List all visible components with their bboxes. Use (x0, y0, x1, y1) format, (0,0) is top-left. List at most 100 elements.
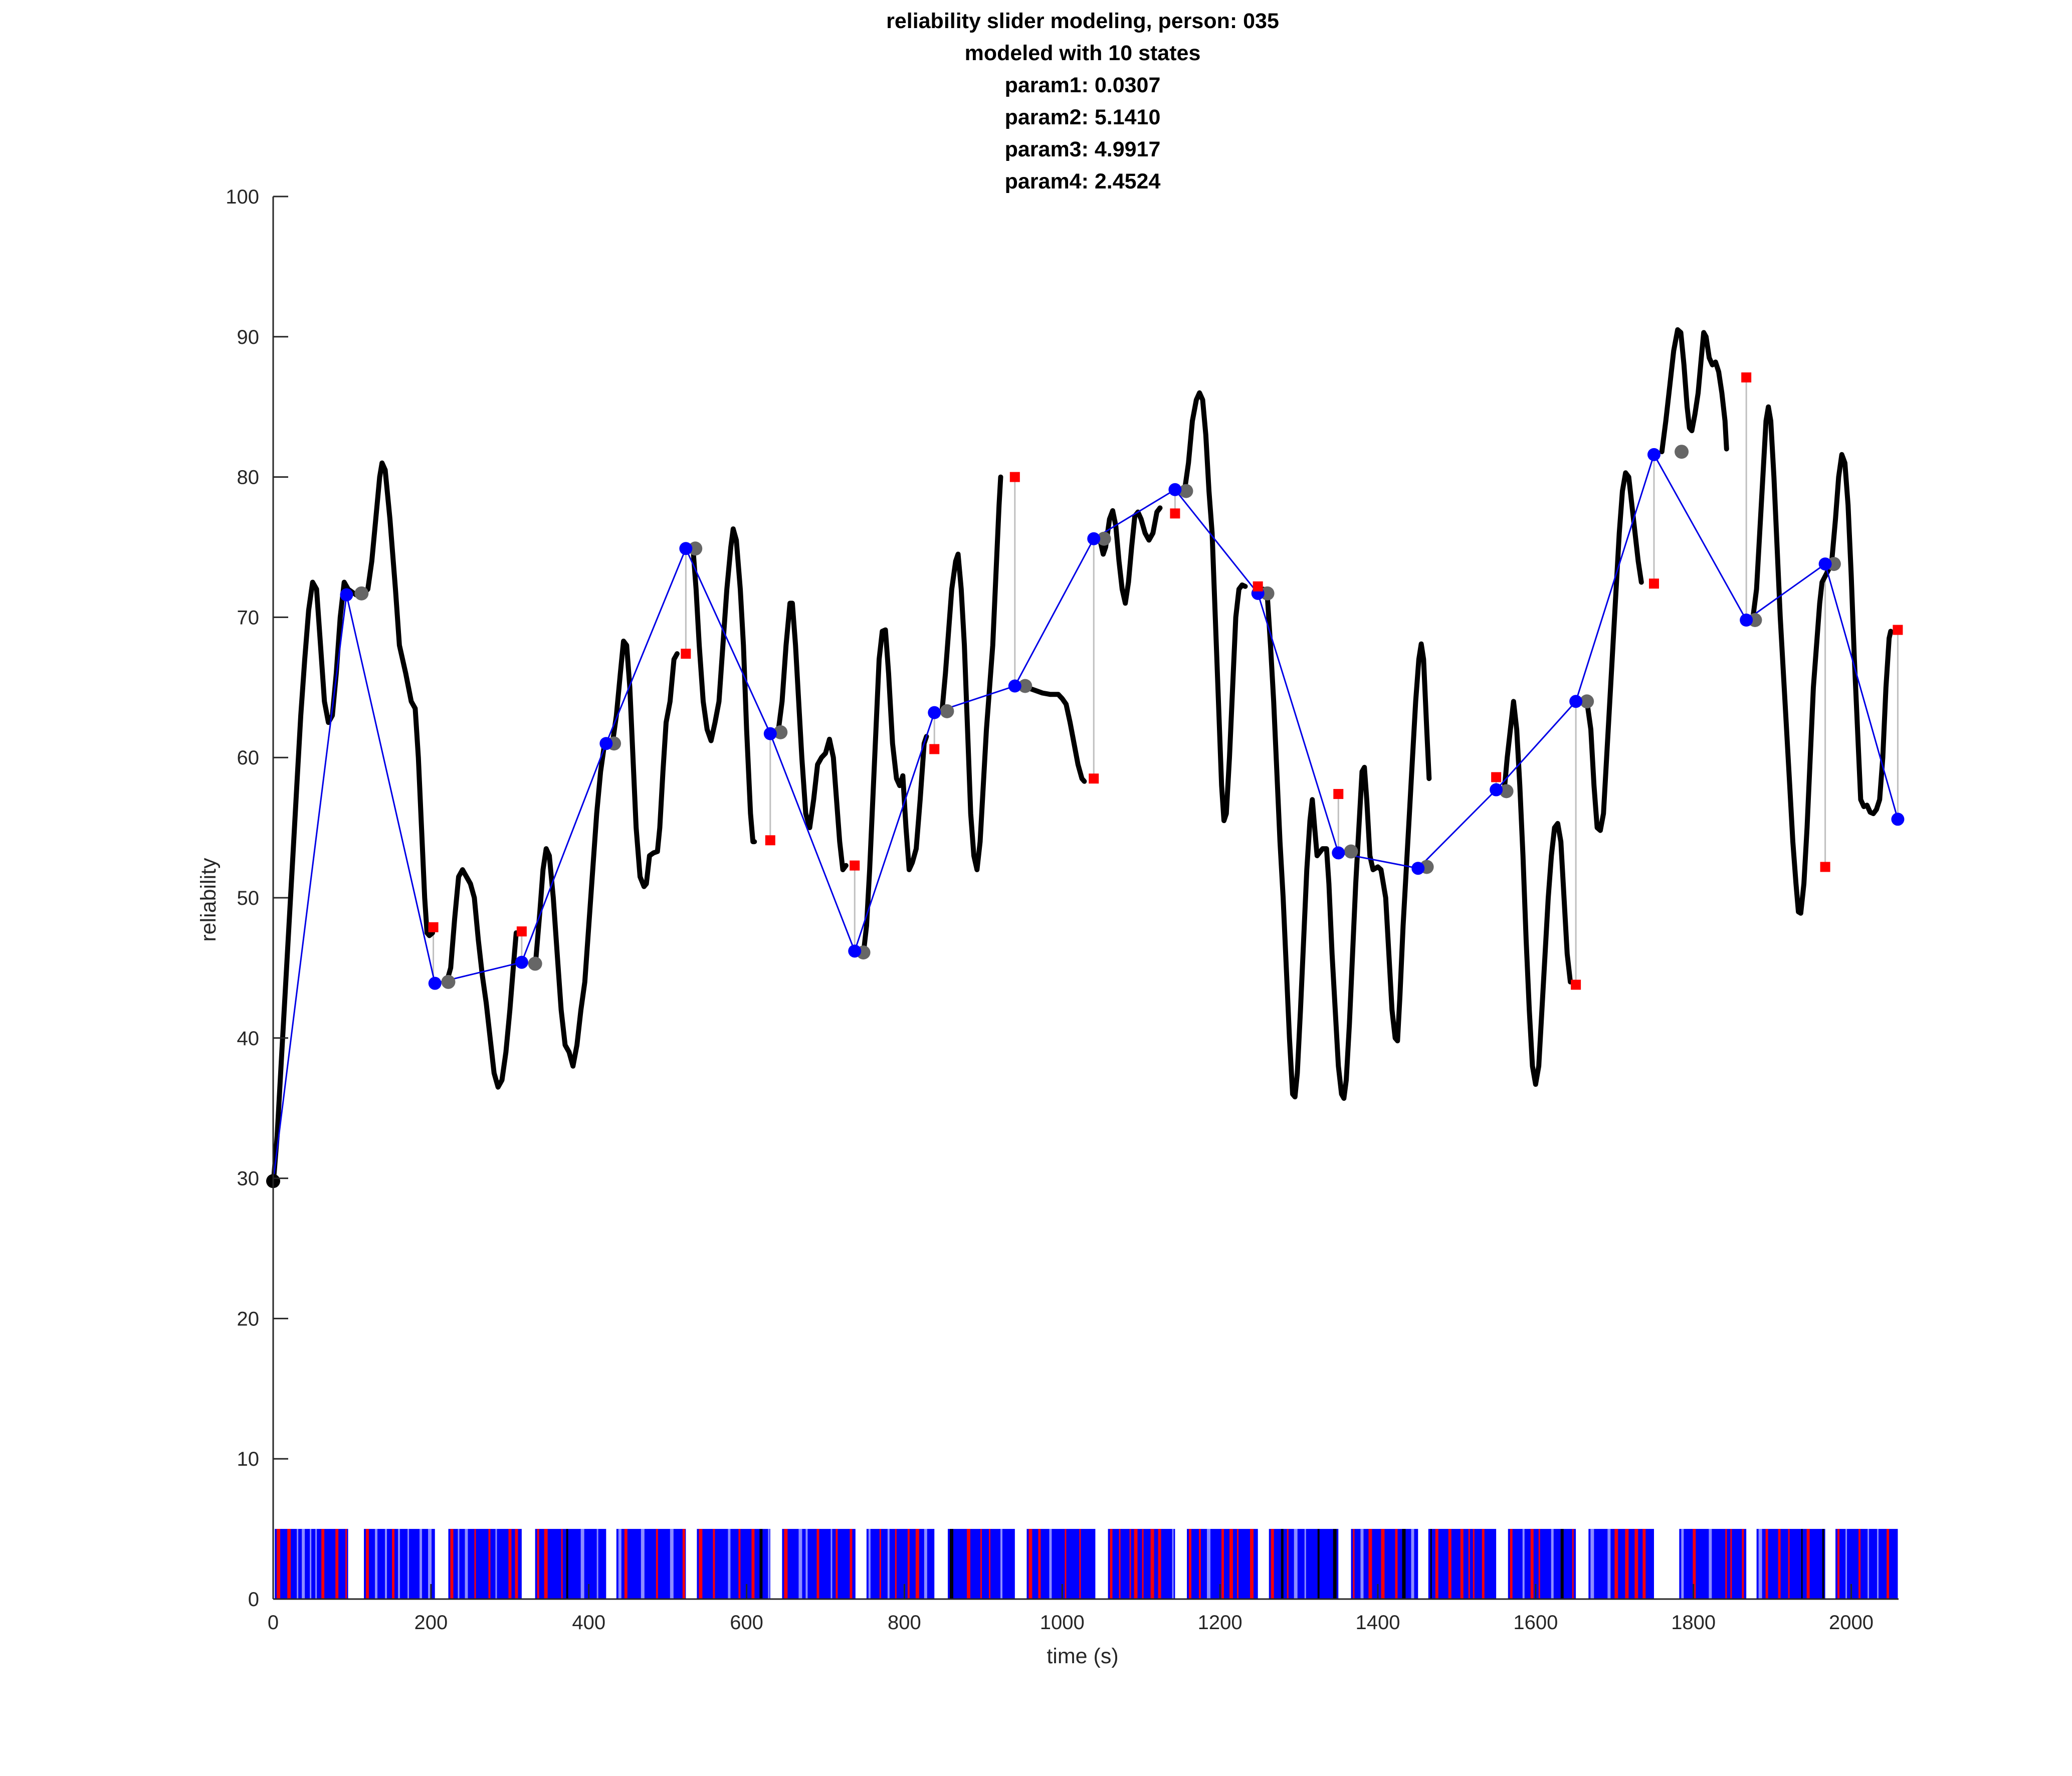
model-point (1411, 862, 1425, 875)
event-stripe (385, 1529, 387, 1599)
event-stripe (1038, 1529, 1041, 1599)
event-block (1269, 1529, 1339, 1599)
event-block (1108, 1529, 1175, 1599)
event-stripe (398, 1529, 400, 1599)
event-stripe (618, 1529, 621, 1599)
response-point (1018, 679, 1032, 693)
event-stripe (1430, 1529, 1432, 1599)
prediction-point (516, 926, 527, 937)
event-stripe (321, 1529, 325, 1599)
event-stripe (310, 1529, 312, 1599)
model-point (599, 737, 613, 750)
event-stripe (302, 1529, 305, 1599)
event-stripe (1199, 1529, 1201, 1599)
model-point (1168, 483, 1182, 496)
event-stripe (1730, 1529, 1732, 1599)
event-stripe (277, 1529, 281, 1599)
x-tick-label: 1000 (1040, 1612, 1085, 1634)
response-point (940, 704, 954, 718)
event-stripe (967, 1529, 971, 1599)
event-stripe (1353, 1529, 1355, 1599)
event-stripe (335, 1529, 339, 1599)
x-tick-label: 1200 (1198, 1612, 1242, 1634)
prediction-point (681, 649, 691, 659)
event-stripe (980, 1529, 982, 1599)
event-stripe (1049, 1529, 1052, 1599)
event-stripe (1333, 1529, 1337, 1599)
event-stripe (1725, 1529, 1727, 1599)
y-tick-label: 100 (226, 186, 259, 208)
response-point (1344, 844, 1358, 859)
event-stripe (1822, 1529, 1824, 1599)
event-stripe (1742, 1529, 1744, 1599)
event-stripe (798, 1529, 802, 1599)
response-point (1580, 694, 1594, 709)
event-stripe (1858, 1529, 1861, 1599)
event-stripe (366, 1529, 369, 1599)
event-stripe (420, 1529, 423, 1599)
model-point (515, 955, 528, 969)
title-line-3: param1: 0.0307 (1005, 73, 1161, 97)
plot-area (266, 327, 1905, 1599)
event-stripe (1590, 1529, 1594, 1599)
chart-title: reliability slider modeling, person: 035… (886, 9, 1279, 193)
y-tick-label: 0 (248, 1589, 259, 1611)
prediction-point (1491, 772, 1502, 782)
event-stripe (1806, 1529, 1810, 1599)
event-stripe (1538, 1529, 1540, 1599)
event-stripe (1360, 1529, 1364, 1599)
prediction-point (929, 744, 940, 754)
x-axis-label: time (s) (1047, 1644, 1118, 1668)
event-stripe (699, 1529, 703, 1599)
response-point (1675, 445, 1689, 459)
y-tick-label: 20 (237, 1308, 260, 1330)
y-tick-label: 30 (237, 1168, 260, 1190)
response-point (1179, 484, 1193, 498)
event-stripe (1693, 1529, 1696, 1599)
event-stripe (759, 1529, 763, 1599)
event-stripe (407, 1529, 409, 1599)
event-stripe (1845, 1529, 1847, 1599)
event-stripe (1028, 1529, 1032, 1599)
title-line-4: param2: 5.1410 (1005, 105, 1161, 129)
event-stripe (1150, 1529, 1154, 1599)
x-tick-label: 600 (730, 1612, 763, 1634)
event-block (866, 1529, 935, 1599)
model-point (763, 727, 777, 740)
event-stripe (1172, 1529, 1174, 1599)
y-tick-label: 90 (237, 326, 260, 348)
event-stripe (1221, 1529, 1224, 1599)
event-block (1026, 1529, 1096, 1599)
prediction-point (1170, 508, 1180, 519)
title-line-1: reliability slider modeling, person: 035 (886, 9, 1279, 33)
model-point (428, 976, 442, 990)
event-stripe (656, 1529, 658, 1599)
event-stripe (784, 1529, 788, 1599)
x-tick-label: 1600 (1513, 1612, 1558, 1634)
response-point (773, 725, 788, 739)
event-block (616, 1529, 686, 1599)
response-point (441, 974, 456, 989)
response-point (1499, 784, 1514, 799)
event-stripe (895, 1529, 897, 1599)
event-stripe (515, 1529, 518, 1599)
model-point (1008, 679, 1021, 693)
event-stripe (1887, 1529, 1890, 1599)
event-stripe (450, 1529, 454, 1599)
model-point (1087, 532, 1101, 545)
event-stripe (508, 1529, 512, 1599)
x-tick-label: 200 (414, 1612, 448, 1634)
event-stripe (315, 1529, 317, 1599)
event-stripe (868, 1529, 871, 1599)
prediction-point (1571, 979, 1581, 990)
model-point (928, 706, 941, 719)
event-stripe (465, 1529, 468, 1599)
y-tick-label: 80 (237, 467, 260, 489)
event-stripe (1129, 1529, 1131, 1599)
event-stripe (768, 1529, 770, 1599)
x-tick-label: 1400 (1355, 1612, 1400, 1634)
event-block (697, 1529, 770, 1599)
model-point (1332, 846, 1345, 860)
prediction-point (1089, 773, 1099, 784)
event-stripe (1560, 1529, 1564, 1599)
